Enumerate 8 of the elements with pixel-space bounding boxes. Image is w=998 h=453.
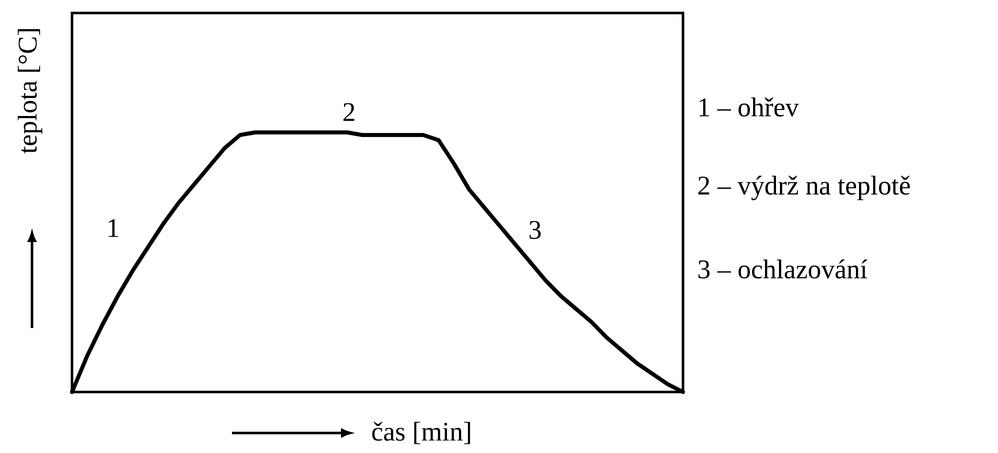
text: 2 – výdrž na teplotě bbox=[698, 176, 910, 200]
x-axis-title: čas [min] bbox=[372, 422, 470, 444]
text: 1 – ohřev bbox=[700, 97, 799, 116]
annotation: 1 bbox=[108, 219, 118, 237]
text: 2 bbox=[343, 103, 354, 121]
y-axis-title: teplota [°C] bbox=[18, 29, 42, 154]
text: 3 – ochlazování bbox=[698, 259, 868, 278]
annotation: 3 bbox=[530, 220, 541, 239]
